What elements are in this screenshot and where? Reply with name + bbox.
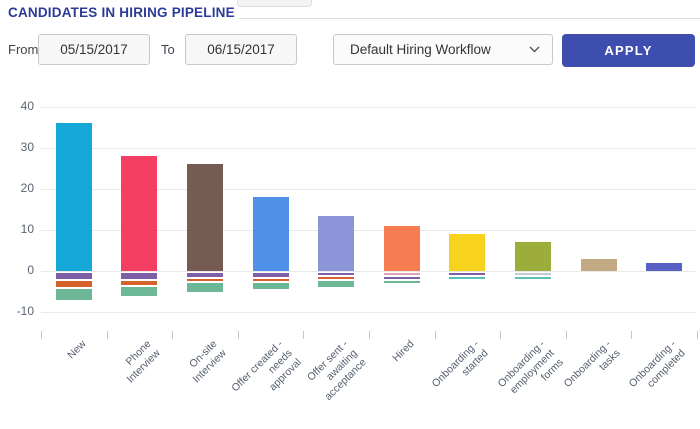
bar-segment-negative[interactable] (449, 277, 486, 279)
bar-segment-positive[interactable] (515, 242, 551, 271)
bar-segment-negative[interactable] (383, 281, 420, 284)
x-axis-label: Offer sent - awaiting acceptance (305, 338, 370, 403)
bar-segment-negative[interactable] (515, 277, 551, 279)
bar-segment-negative[interactable] (252, 279, 289, 282)
bar-segment-negative[interactable] (318, 281, 355, 288)
x-axis-tick (107, 331, 108, 339)
x-axis-label: Onboarding - tasks (561, 338, 623, 390)
bar-segment-positive[interactable] (252, 197, 289, 271)
y-gridline (41, 312, 696, 313)
workflow-selected-value: Default Hiring Workflow (350, 42, 491, 57)
bar-segment-negative[interactable] (187, 273, 223, 278)
x-axis-label: Offer created - needs approval (228, 338, 304, 395)
x-axis-tick (238, 331, 239, 339)
x-axis-label: Onboarding - completed (626, 338, 688, 390)
bar-segment-negative[interactable] (515, 273, 551, 275)
y-gridline (41, 107, 696, 108)
bar-segment-positive[interactable] (646, 262, 683, 271)
bar-segment-negative[interactable] (187, 283, 223, 292)
from-label: From (8, 42, 39, 57)
bar-segment-negative[interactable] (318, 273, 355, 276)
chevron-down-icon (529, 46, 540, 53)
y-axis-tick-label: 30 (20, 140, 34, 154)
y-gridline (41, 148, 696, 149)
bar-segment-negative[interactable] (383, 277, 420, 280)
bar-segment-negative[interactable] (187, 279, 223, 282)
y-axis-tick-label: -10 (16, 304, 34, 318)
bar-segment-negative[interactable] (55, 281, 92, 288)
x-axis-label: Onboarding - started (430, 338, 492, 390)
bar-segment-negative[interactable] (121, 281, 158, 286)
x-axis-label: On-site Interview (187, 338, 229, 386)
bar-segment-positive[interactable] (449, 234, 486, 271)
bar-segment-positive[interactable] (55, 123, 92, 271)
y-gridline (41, 230, 696, 231)
bar-segment-negative[interactable] (121, 287, 158, 296)
x-axis-label: Phone Interview (123, 338, 164, 386)
bar-segment-positive[interactable] (121, 156, 158, 271)
x-axis-tick (41, 331, 42, 339)
bar-segment-negative[interactable] (55, 273, 92, 280)
x-axis-tick (631, 331, 632, 339)
workflow-select[interactable]: Default Hiring Workflow (333, 34, 553, 65)
bar-segment-positive[interactable] (318, 215, 355, 271)
widget-title: CANDIDATES IN HIRING PIPELINE (8, 5, 235, 20)
bar-segment-negative[interactable] (55, 289, 92, 300)
bar-segment-negative[interactable] (383, 273, 420, 276)
y-gridline (41, 271, 696, 272)
bar-segment-negative[interactable] (252, 283, 289, 290)
y-axis-tick-label: 40 (20, 99, 34, 113)
x-axis-tick (172, 331, 173, 339)
bar-segment-positive[interactable] (580, 258, 617, 271)
candidates-pipeline-widget: CANDIDATES IN HIRING PIPELINE From To De… (8, 0, 700, 403)
x-axis-label: Onboarding - employment forms (495, 338, 566, 397)
bar-segment-negative[interactable] (449, 273, 486, 275)
pipeline-bar-chart: 40 30 20 10 0 -10 New Phone Interview On-site Inte… (16, 99, 698, 403)
y-gridline (41, 189, 696, 190)
x-axis-tick (369, 331, 370, 339)
bar-segment-negative[interactable] (252, 273, 289, 278)
to-label: To (161, 42, 175, 57)
bar-segment-positive[interactable] (383, 225, 420, 271)
x-axis-tick (566, 331, 567, 339)
y-axis-tick-label: 20 (20, 181, 34, 195)
x-axis-tick (697, 331, 698, 339)
from-date-input[interactable] (38, 34, 150, 65)
cropped-element-above (237, 0, 312, 7)
to-date-input[interactable] (185, 34, 297, 65)
title-divider (239, 18, 700, 19)
y-axis-tick-label: 0 (27, 263, 34, 277)
y-axis-tick-label: 10 (20, 222, 34, 236)
x-axis-tick (500, 331, 501, 339)
bar-segment-negative[interactable] (121, 273, 158, 280)
bar-segment-positive[interactable] (187, 164, 223, 271)
bar-segment-negative[interactable] (318, 277, 355, 280)
x-axis-tick (435, 331, 436, 339)
x-axis-tick (303, 331, 304, 339)
apply-button[interactable]: APPLY (562, 34, 695, 67)
